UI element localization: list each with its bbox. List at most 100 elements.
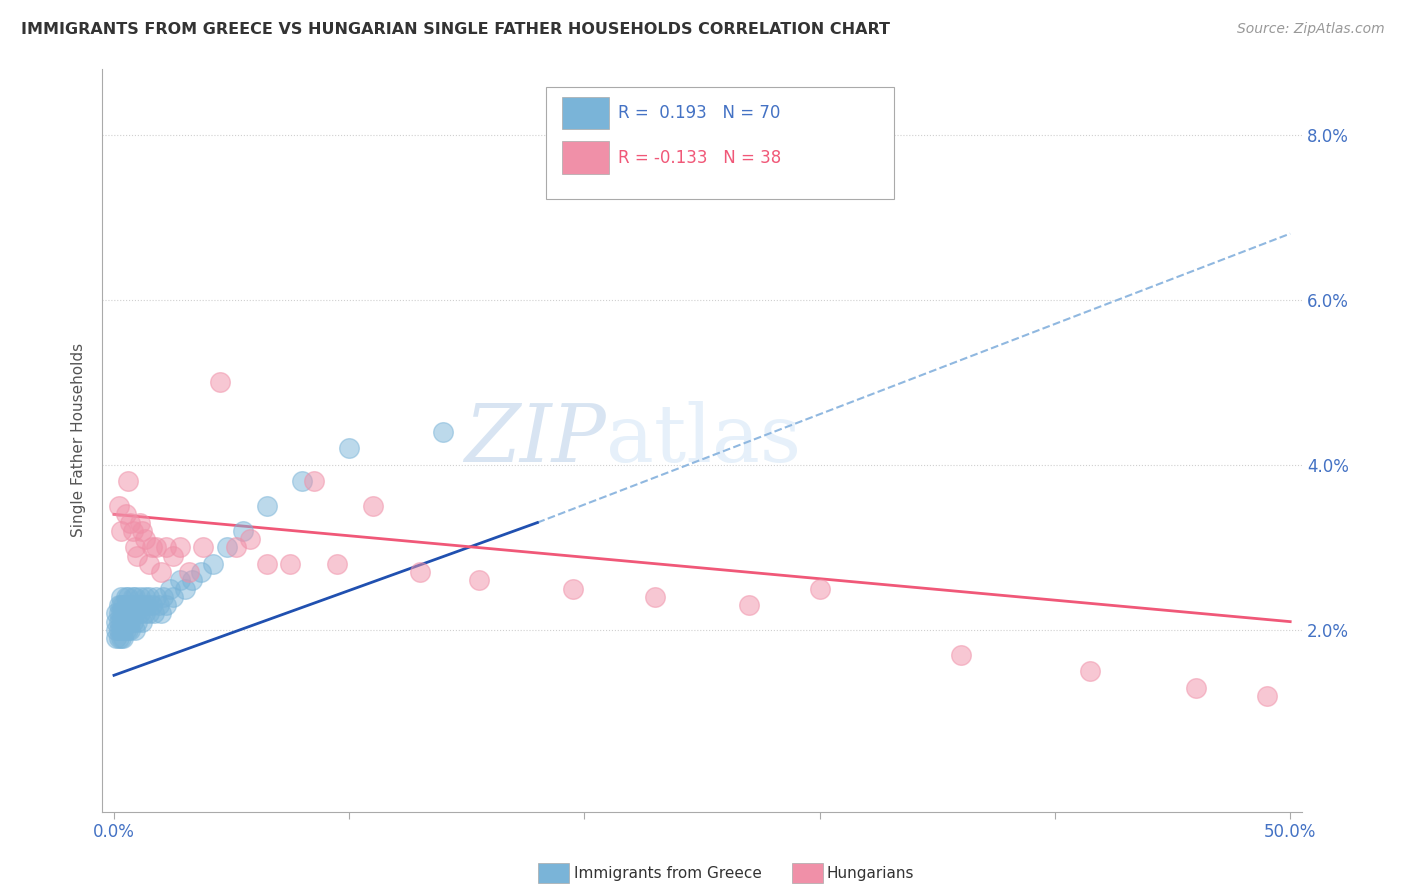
Point [112,631,135,645]
Text: Immigrants from Greece: Immigrants from Greece [574,866,762,880]
Point [337,442,360,456]
Point [138,557,160,571]
Point [112,598,135,612]
Point [208,376,231,390]
Point [110,615,132,629]
Point [738,598,761,612]
Point [134,532,156,546]
Point [225,541,247,555]
Point [561,582,583,596]
Point [467,574,489,588]
Point [110,590,132,604]
Point [1185,681,1208,695]
Point [215,541,238,555]
Point [117,475,139,489]
Point [114,623,136,637]
Point [1256,689,1278,703]
Point [193,541,215,555]
Point [291,475,314,489]
Text: ZIP: ZIP [464,401,606,479]
Point [141,541,163,555]
Point [112,623,135,637]
Point [110,623,132,637]
Point [110,524,132,538]
Text: R = -0.133   N = 38: R = -0.133 N = 38 [619,149,782,167]
Point [107,598,129,612]
Point [169,574,191,588]
Point [114,590,136,604]
Point [124,607,146,621]
Point [105,623,128,637]
Point [256,557,278,571]
Point [134,590,156,604]
Text: IMMIGRANTS FROM GREECE VS HUNGARIAN SINGLE FATHER HOUSEHOLDS CORRELATION CHART: IMMIGRANTS FROM GREECE VS HUNGARIAN SING… [21,22,890,37]
Point [127,615,149,629]
Point [110,598,132,612]
Point [127,598,149,612]
Point [124,541,146,555]
Point [280,557,302,571]
Point [124,590,146,604]
Point [256,499,278,513]
Point [134,607,156,621]
FancyBboxPatch shape [546,87,894,199]
FancyBboxPatch shape [562,141,609,174]
Point [190,565,212,579]
Point [128,590,150,604]
Point [107,607,129,621]
Point [141,598,163,612]
Point [145,590,167,604]
Point [105,615,128,629]
Point [143,607,166,621]
Point [107,631,129,645]
Point [121,615,143,629]
Point [180,574,202,588]
Point [162,549,184,563]
Point [112,607,135,621]
Point [1078,664,1101,678]
Point [117,615,139,629]
Point [120,623,142,637]
Point [644,590,666,604]
Text: Source: ZipAtlas.com: Source: ZipAtlas.com [1237,22,1385,37]
Point [121,598,143,612]
Point [409,565,432,579]
Point [105,607,128,621]
FancyBboxPatch shape [562,96,609,129]
Point [173,582,195,596]
Point [120,607,142,621]
Point [162,590,184,604]
Point [131,524,153,538]
Y-axis label: Single Father Households: Single Father Households [72,343,86,537]
Point [112,615,135,629]
Point [114,607,136,621]
Point [110,607,132,621]
Point [361,499,384,513]
Point [124,623,146,637]
Point [107,623,129,637]
Text: Hungarians: Hungarians [827,866,914,880]
Point [120,516,142,530]
Point [150,607,173,621]
Point [117,590,139,604]
Point [302,475,325,489]
Point [232,524,254,538]
Point [105,631,128,645]
Point [808,582,831,596]
Point [131,598,153,612]
Point [145,541,167,555]
Point [114,508,136,522]
Point [121,590,143,604]
Point [128,516,150,530]
Point [128,607,150,621]
Point [114,598,136,612]
Point [110,631,132,645]
Point [107,499,129,513]
Point [114,615,136,629]
Point [155,541,177,555]
Point [432,425,454,439]
Point [117,623,139,637]
Point [138,590,160,604]
Point [138,607,160,621]
Point [179,565,201,579]
